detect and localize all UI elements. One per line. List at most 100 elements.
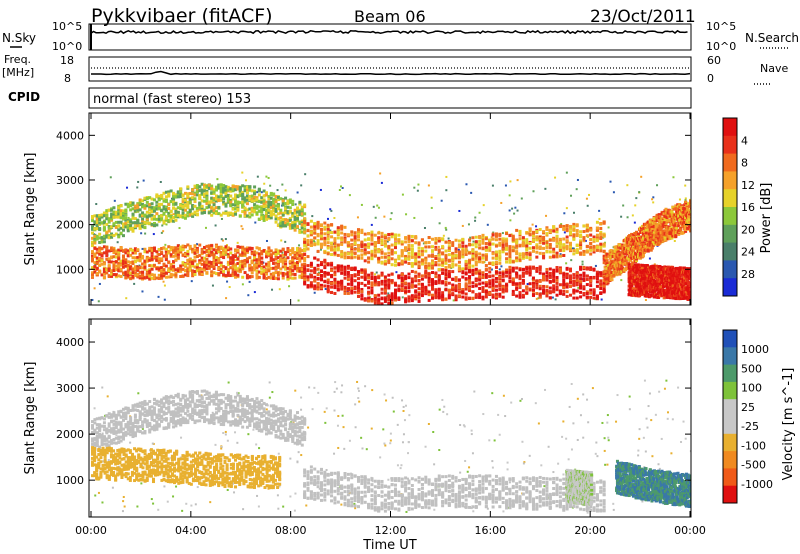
band-cell xyxy=(319,283,323,287)
band-cell xyxy=(604,274,608,278)
band-cell xyxy=(454,238,458,242)
band-cell xyxy=(330,268,334,272)
band-cell xyxy=(295,208,299,212)
band-cell xyxy=(95,271,99,275)
scatter-point xyxy=(510,233,513,236)
band-cell xyxy=(424,275,428,279)
band-cell xyxy=(387,286,391,290)
band-cell xyxy=(599,286,603,290)
scatter-point xyxy=(311,215,314,218)
scatter-point xyxy=(325,262,328,265)
band-cell xyxy=(260,210,264,214)
band-cell xyxy=(343,269,347,273)
band-cell xyxy=(468,266,472,270)
band-cell xyxy=(105,268,109,272)
band-cell xyxy=(119,259,123,263)
band-cell xyxy=(303,252,307,256)
band-cell xyxy=(143,196,147,200)
band-cell xyxy=(447,248,451,252)
band-cell xyxy=(141,217,145,221)
band-cell xyxy=(326,290,330,294)
band-cell xyxy=(367,296,371,300)
band-cell xyxy=(340,284,344,288)
band-cell xyxy=(262,216,266,220)
band-cell xyxy=(234,193,238,197)
band-cell xyxy=(243,252,247,256)
band-cell xyxy=(333,241,337,245)
band-cell xyxy=(250,194,254,198)
band-cell xyxy=(370,236,374,240)
band-cell xyxy=(552,271,556,275)
band-cell xyxy=(464,296,468,300)
band-cell xyxy=(505,237,509,241)
band-cell xyxy=(360,297,364,301)
band-cell xyxy=(612,273,616,277)
band-cell xyxy=(260,200,264,204)
band-cell xyxy=(236,195,240,199)
band-cell xyxy=(394,281,398,285)
band-cell xyxy=(474,256,478,260)
band-cell xyxy=(286,210,290,214)
band-cell xyxy=(457,243,461,247)
band-cell xyxy=(164,209,168,213)
band-cell xyxy=(138,226,142,230)
band-cell xyxy=(162,199,166,203)
band-cell xyxy=(238,201,242,205)
band-cell xyxy=(222,253,226,257)
scatter-point xyxy=(653,263,656,266)
band-cell xyxy=(234,199,238,203)
band-cell xyxy=(281,261,285,265)
band-cell xyxy=(284,259,288,263)
band-cell xyxy=(585,226,589,230)
band-cell xyxy=(575,296,579,300)
band-cell xyxy=(407,246,411,250)
band-cell xyxy=(183,198,187,202)
band-cell xyxy=(245,273,249,277)
band-cell xyxy=(340,250,344,254)
band-cell xyxy=(491,283,495,287)
band-cell xyxy=(555,251,559,255)
band-cell xyxy=(186,262,190,266)
band-cell xyxy=(444,297,448,301)
band-cell xyxy=(390,295,394,299)
band-cell xyxy=(150,251,154,255)
scatter-point xyxy=(482,204,485,207)
band-cell xyxy=(114,212,118,216)
band-cell xyxy=(295,225,299,229)
scatter-point xyxy=(508,209,511,212)
band-cell xyxy=(326,234,330,238)
band-cell xyxy=(383,291,387,295)
band-cell xyxy=(494,280,498,284)
band-cell xyxy=(306,268,310,272)
band-cell xyxy=(491,278,495,282)
band-cell xyxy=(602,289,606,293)
band-cell xyxy=(356,243,360,247)
scatter-point xyxy=(163,298,166,301)
band-cell xyxy=(234,270,238,274)
band-cell xyxy=(121,262,125,266)
band-cell xyxy=(481,295,485,299)
band-cell xyxy=(568,241,572,245)
band-cell xyxy=(370,281,374,285)
band-cell xyxy=(552,229,556,233)
band-cell xyxy=(257,189,261,193)
band-cell xyxy=(394,251,398,255)
band-cell xyxy=(234,212,238,216)
band-cell xyxy=(203,186,207,190)
band-cell xyxy=(373,301,377,305)
band-cell xyxy=(150,222,154,226)
band-cell xyxy=(274,257,278,261)
band-cell xyxy=(133,273,137,277)
band-cell xyxy=(356,281,360,285)
scatter-point xyxy=(673,239,676,242)
band-cell xyxy=(107,275,111,279)
band-cell xyxy=(295,269,299,273)
band-cell xyxy=(377,301,381,305)
band-cell xyxy=(464,259,468,263)
band-cell xyxy=(441,298,445,302)
band-cell xyxy=(141,273,145,277)
band-cell xyxy=(478,252,482,256)
band-cell xyxy=(253,250,257,254)
band-cell xyxy=(253,192,257,196)
band-cell xyxy=(107,249,111,253)
